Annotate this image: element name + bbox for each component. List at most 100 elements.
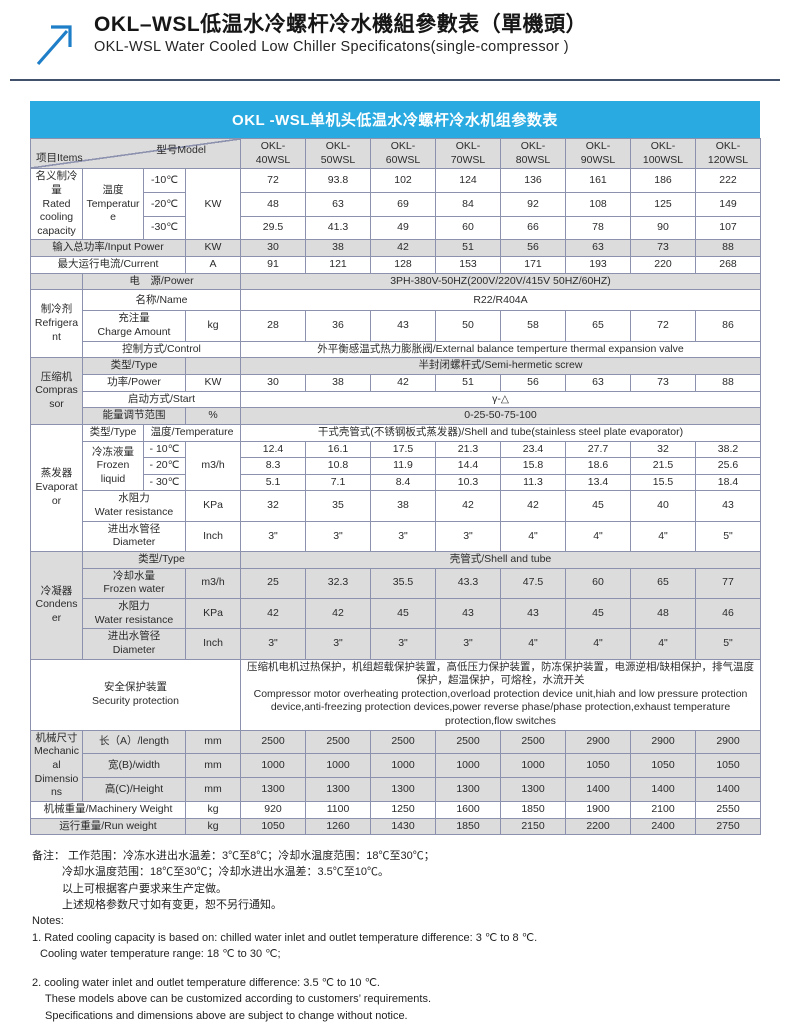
table-cell: 32 xyxy=(630,440,696,459)
table-cell: 32 xyxy=(240,490,306,522)
corner-model-label: 型号Model xyxy=(156,144,206,156)
table-cell: 125 xyxy=(630,192,696,217)
model-header: OKL- 50WSL xyxy=(305,137,371,170)
table-row: 进出水管径 Diameter Inch 3" 3" 3" 3" 4" 4" 4" 5" xyxy=(31,628,761,660)
table-row: 启动方式/Start γ-△ xyxy=(31,390,761,409)
table-cell: 10.3 xyxy=(435,473,501,492)
table-cell: 3" xyxy=(305,628,371,660)
table-cell: 7.1 xyxy=(305,473,371,492)
table-cell: 136 xyxy=(500,168,566,194)
table-cell: 1850 xyxy=(435,817,501,836)
table-cell: 84 xyxy=(435,192,501,217)
table-row: 能量调节范围% 0-25-50-75-100 xyxy=(31,407,761,425)
table-cell: 10.8 xyxy=(305,457,371,475)
table-cell: 4" xyxy=(565,520,631,553)
note-line: These models above can be customized acc… xyxy=(45,993,432,1006)
table-cell: 92 xyxy=(500,192,566,217)
table-row: 机械重量/Machinery Weight kg 920 1100 1250 1600 18… xyxy=(30,800,761,819)
unit-cell: m3/h xyxy=(185,440,241,492)
table-cell: 90 xyxy=(630,215,696,241)
table-row: 功率/Power KW 30 38 42 51 56 63 73 88 xyxy=(31,373,761,392)
table-row: 安全保护装置 Security protection 压缩机电机过热保护，机组超载保… xyxy=(30,658,761,731)
note-line: 备注： 工作范围：冷冻水进出水温差：3℃至8℃；冷却水温度范围：18℃至30℃； xyxy=(32,850,435,863)
table-cell: 77 xyxy=(695,567,761,599)
table-cell: 2550 xyxy=(695,800,761,819)
table-cell: 42 xyxy=(370,239,436,258)
table-cell: 29.5 xyxy=(240,215,306,241)
corner-items-label: 项目Items xyxy=(36,151,83,164)
corner-diagonal xyxy=(31,139,240,168)
unit-cell: mm xyxy=(185,777,241,802)
table-row: - 30℃ 5.1 7.1 8.4 10.3 11.3 13.4 15.5 18.4 xyxy=(31,473,761,492)
table-cell: 长（A）/length xyxy=(82,729,186,755)
table-row: -20℃ 48 63 69 84 92 108 125 149 xyxy=(31,192,761,217)
table-cell: 15.8 xyxy=(500,457,566,475)
table-cell: 11.9 xyxy=(370,457,436,475)
table-cell: 1300 xyxy=(305,777,371,802)
table-cell: 63 xyxy=(565,373,631,392)
section-refrigerant: 制冷剂 Refrigerant xyxy=(30,289,83,359)
table-cell: 48 xyxy=(630,597,696,630)
model-header: OKL- 90WSL xyxy=(565,137,631,170)
table-cell: 42 xyxy=(240,597,306,630)
table-cell: 1050 xyxy=(240,817,306,836)
table-cell: 1000 xyxy=(370,753,436,779)
table-cell: 48 xyxy=(240,192,306,217)
unit-cell: KPa xyxy=(185,597,241,630)
note-line: 以上可根据客户要求来生产定做。 xyxy=(62,882,227,895)
table-cell: 32.3 xyxy=(305,567,371,599)
table-cell: 21.3 xyxy=(435,440,501,459)
table-cell: 4" xyxy=(500,628,566,660)
table-cell: 72 xyxy=(630,310,696,342)
table-cell: 149 xyxy=(695,192,761,217)
table-cell: 78 xyxy=(565,215,631,241)
notes-section: 备注： 工作范围：冷冻水进出水温差：3℃至8℃；冷却水温度范围：18℃至30℃；… xyxy=(32,848,790,1024)
table-row: 制冷剂 Refrigerant 名称/Name R22/R404A xyxy=(30,289,761,359)
table-cell: 50 xyxy=(435,310,501,342)
table-cell: 1000 xyxy=(435,753,501,779)
table-cell: 高(C)/Height xyxy=(82,777,186,802)
table-cell: 电 源/Power xyxy=(82,272,241,291)
model-header: OKL- 80WSL xyxy=(500,137,566,170)
table-row: -30℃ 29.5 41.3 49 60 66 78 90 107 xyxy=(31,215,761,241)
table-cell: 268 xyxy=(695,256,761,274)
table-row: 冷冻液量 Frozen liquid - 10℃ m3/h 12.4 16.1 17.5 21… xyxy=(31,440,761,492)
table-cell: 3" xyxy=(305,520,371,553)
table-cell: 充注量 Charge Amount xyxy=(82,310,186,342)
table-cell: 3" xyxy=(435,520,501,553)
table-cell: 进出水管径 Diameter xyxy=(82,520,186,553)
section-rated-cooling: 名义制冷量 Rated cooling capacity xyxy=(30,168,83,241)
table-cell: 1600 xyxy=(435,800,501,819)
table-cell: 66 xyxy=(500,215,566,241)
table-row: 充注量 Charge Amount kg 28 36 43 50 58 65 72 86 xyxy=(31,310,761,342)
table-cell: 108 xyxy=(565,192,631,217)
table-cell: 1000 xyxy=(500,753,566,779)
table-cell: 56 xyxy=(500,239,566,258)
page-header: OKL–WSL低温水冷螺杆冷水機組參數表（單機頭） OKL-WSL Water … xyxy=(0,0,790,70)
unit-cell: KW xyxy=(185,168,241,241)
table-cell: 43 xyxy=(500,597,566,630)
table-cell: 220 xyxy=(630,256,696,274)
table-cell: 63 xyxy=(565,239,631,258)
table-cell: 42 xyxy=(305,597,371,630)
unit-cell: m3/h xyxy=(185,567,241,599)
note-line: 上述规格参数尺寸如有变更，恕不另行通知。 xyxy=(62,898,282,911)
unit-cell: % xyxy=(185,407,241,425)
table-cell: 2500 xyxy=(500,729,566,755)
table-cell: 干式壳管式(不锈钢板式蒸发器)/Shell and tube(stainless… xyxy=(240,423,761,442)
table-cell: 输入总功率/Input Power xyxy=(30,239,186,258)
table-cell: 5" xyxy=(695,520,761,553)
unit-cell: mm xyxy=(185,729,241,755)
table-row: 项目Items 型号Model OKL- 40WSL OKL- 50WSL OKL- 60WS… xyxy=(30,137,761,170)
table-cell: 25.6 xyxy=(695,457,761,475)
note-line xyxy=(32,962,790,975)
table-cell: γ-△ xyxy=(240,390,761,409)
note-line: 1. Rated cooling capacity is based on: c… xyxy=(32,931,538,944)
table-cell: 15.5 xyxy=(630,473,696,492)
table-cell: 3" xyxy=(370,628,436,660)
table-cell: 2500 xyxy=(435,729,501,755)
table-cell: 56 xyxy=(500,373,566,392)
table-cell: 能量调节范围 xyxy=(82,407,186,425)
section-dimensions: 机械尺寸 Mechanical Dimensions xyxy=(30,729,83,802)
table-cell: 40 xyxy=(630,490,696,522)
